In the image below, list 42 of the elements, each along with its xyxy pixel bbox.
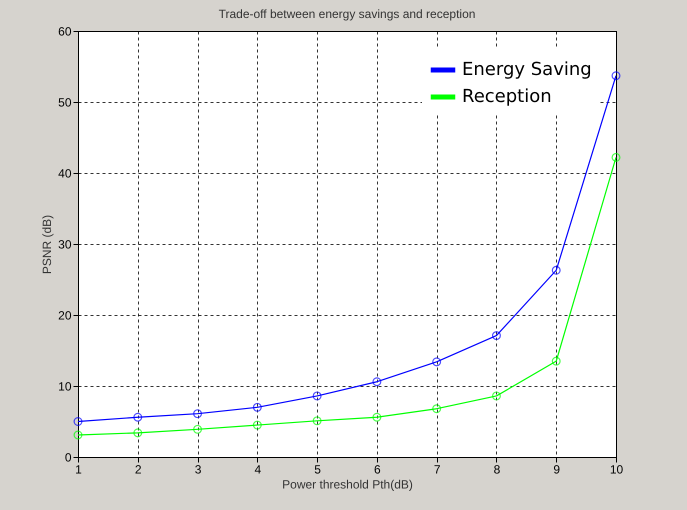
legend-label: Reception — [462, 86, 552, 107]
y-tick-label: 50 — [58, 96, 72, 110]
point — [193, 409, 202, 418]
x-tick-label: 10 — [610, 462, 624, 476]
point — [372, 412, 382, 422]
point — [612, 71, 620, 80]
point — [552, 356, 561, 366]
point — [252, 402, 262, 412]
x-tick-label: 5 — [314, 462, 322, 476]
x-tick-label: 8 — [494, 462, 501, 476]
point — [492, 391, 501, 400]
point — [492, 331, 501, 340]
x-tick-label: 3 — [194, 462, 202, 476]
x-tick-label: 6 — [374, 462, 382, 476]
y-tick-label: 30 — [58, 238, 72, 252]
x-tick-label: 4 — [254, 462, 262, 476]
point — [133, 412, 142, 422]
point — [312, 391, 322, 400]
point — [432, 357, 442, 366]
y-tick-label: 20 — [58, 308, 72, 322]
point — [133, 428, 142, 438]
point — [312, 416, 322, 426]
x-tick-label: 2 — [134, 462, 142, 476]
chart-title: Trade-off between energy savings and reception — [218, 7, 476, 21]
y-tick-label: 0 — [64, 450, 72, 464]
legend-label: Energy Saving — [462, 59, 592, 80]
point — [552, 266, 561, 275]
y-axis-title: PSNR (dB) — [40, 214, 54, 274]
y-tick-label: 60 — [58, 24, 72, 38]
x-axis-title: Power threshold Pth(dB) — [282, 478, 413, 492]
x-tick-label: 1 — [75, 462, 82, 476]
y-tick-label: 40 — [58, 166, 72, 180]
point — [252, 420, 262, 430]
point — [74, 417, 82, 426]
point — [432, 404, 442, 414]
point — [612, 152, 620, 162]
point — [193, 424, 202, 434]
x-tick-label: 9 — [553, 462, 560, 476]
x-tick-label: 7 — [434, 462, 441, 476]
point — [372, 377, 382, 386]
y-tick-label: 10 — [58, 380, 72, 394]
point — [74, 430, 82, 440]
